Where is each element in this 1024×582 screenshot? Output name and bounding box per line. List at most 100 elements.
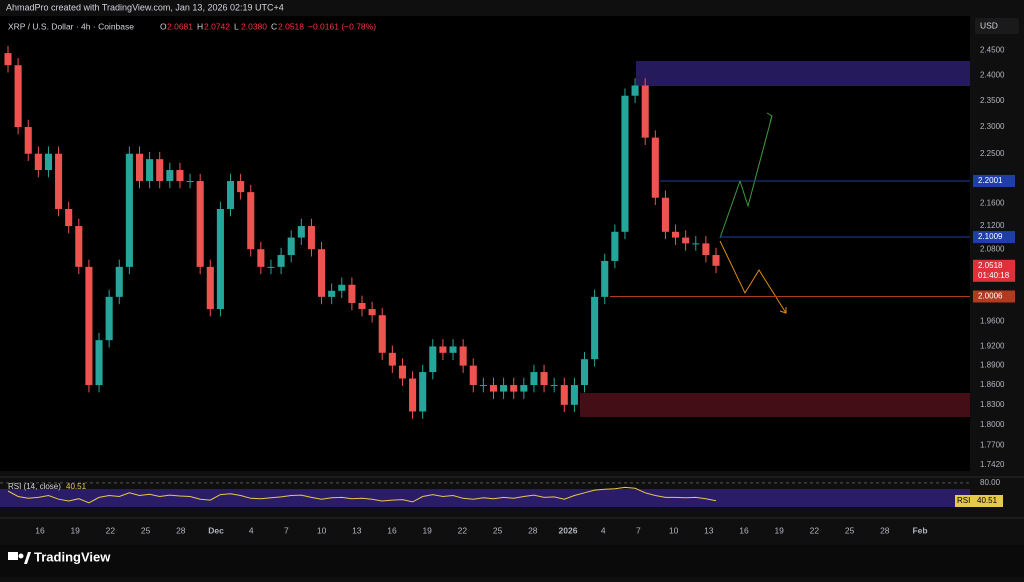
x-tick-label: 28 [880,525,890,535]
candle [560,385,568,405]
candle [540,372,548,386]
candle [348,284,356,303]
candle [378,315,386,353]
candle [287,237,295,256]
candle [216,208,224,310]
arrow-head [766,112,773,123]
candle [226,181,235,209]
logo[interactable]: TradingView [8,549,111,564]
price-tick-label: 1.8000 [980,420,1005,429]
candle [196,181,204,267]
last-price-tag [973,259,1015,282]
candle [661,197,669,232]
candle [591,296,599,360]
x-tick-label: 22 [458,525,468,535]
candle [115,266,123,297]
candle [34,153,42,171]
candle [247,192,255,250]
candle [206,266,214,310]
candle [500,385,508,392]
x-tick-label: 19 [774,525,784,535]
x-tick-label: Feb [912,525,927,535]
ohlc-value: 2.0742 [204,21,230,31]
candle [176,170,184,182]
candle [419,372,427,412]
candle [712,255,720,266]
candles [4,45,720,419]
x-tick-label: 7 [284,525,289,535]
candle [641,85,649,138]
ohlc-value: 2.0518 [278,21,304,31]
candle [156,159,164,182]
rsi-last: 40.51 [977,496,998,505]
candle [631,85,639,96]
currency-box[interactable] [975,18,1019,34]
candle [510,385,518,392]
candle [570,385,578,405]
candle [449,346,457,353]
currency[interactable]: USD [980,20,998,30]
x-tick-label: 4 [249,525,254,535]
candle [409,378,417,412]
candle [297,226,305,238]
candle [682,237,690,244]
candle [257,249,265,267]
price-tick-label: 2.4000 [980,70,1005,79]
candle [75,226,83,267]
bear-projection [719,240,787,314]
x-tick-label: 7 [636,525,641,535]
level-label: 2.1009 [978,232,1003,241]
candle [550,385,558,387]
candle [267,266,275,268]
supply-zone [636,61,970,86]
x-axis: 16 19 22 25 28 Dec 4 7 10 13 16 19 22 25 28 2026 4 7 10 13 1… [35,525,927,535]
candle [530,372,538,386]
x-tick-label: 19 [422,525,432,535]
x-tick-label: 25 [493,525,503,535]
candle [277,255,285,267]
candle [388,352,396,366]
candle [358,302,366,310]
level-label: 2.0006 [978,292,1003,301]
x-tick-label: 28 [528,525,538,535]
arrow-head [779,307,787,314]
price-tick-label: 2.3000 [980,122,1005,131]
logo-mark[interactable] [8,552,18,560]
ohlc-value: 2.0380 [241,21,267,31]
ohlc-label: L [234,21,239,31]
x-tick-label: 22 [106,525,116,535]
price-tick-label: 1.8900 [980,361,1005,370]
candle [85,266,93,386]
x-tick-label: 2026 [559,525,578,535]
credit: AhmadPro created with TradingView.com, J… [6,2,284,12]
candle [429,346,437,373]
rsi-tag: RSI [957,496,970,505]
price-tick-label: 1.7420 [980,460,1005,469]
candle [65,208,73,227]
candle [14,65,22,128]
brand[interactable]: TradingView [34,549,111,564]
logo-mark[interactable] [24,552,31,564]
candle [611,231,619,261]
candle [601,260,609,297]
price-tick-label: 2.1600 [980,198,1005,207]
candle [55,153,63,209]
rsi-panel: 80.00 [0,478,1001,504]
ohlc-label: O [160,21,167,31]
candle [105,296,113,341]
change: −0.0161 (−0.78%) [308,21,376,31]
x-tick-label: Dec [208,525,224,535]
ohlc-value: 2.0681 [167,21,193,31]
candle [439,346,447,353]
logo-mark[interactable] [18,553,24,559]
rsi-tag-box [955,495,973,507]
price-tick-label: 1.8300 [980,400,1005,409]
rsi-value: 40.51 [66,482,87,491]
price-tick-label: 1.7700 [980,440,1005,449]
candle [459,346,467,366]
candle [621,95,629,232]
x-tick-label: 13 [704,525,714,535]
candle [702,243,710,256]
